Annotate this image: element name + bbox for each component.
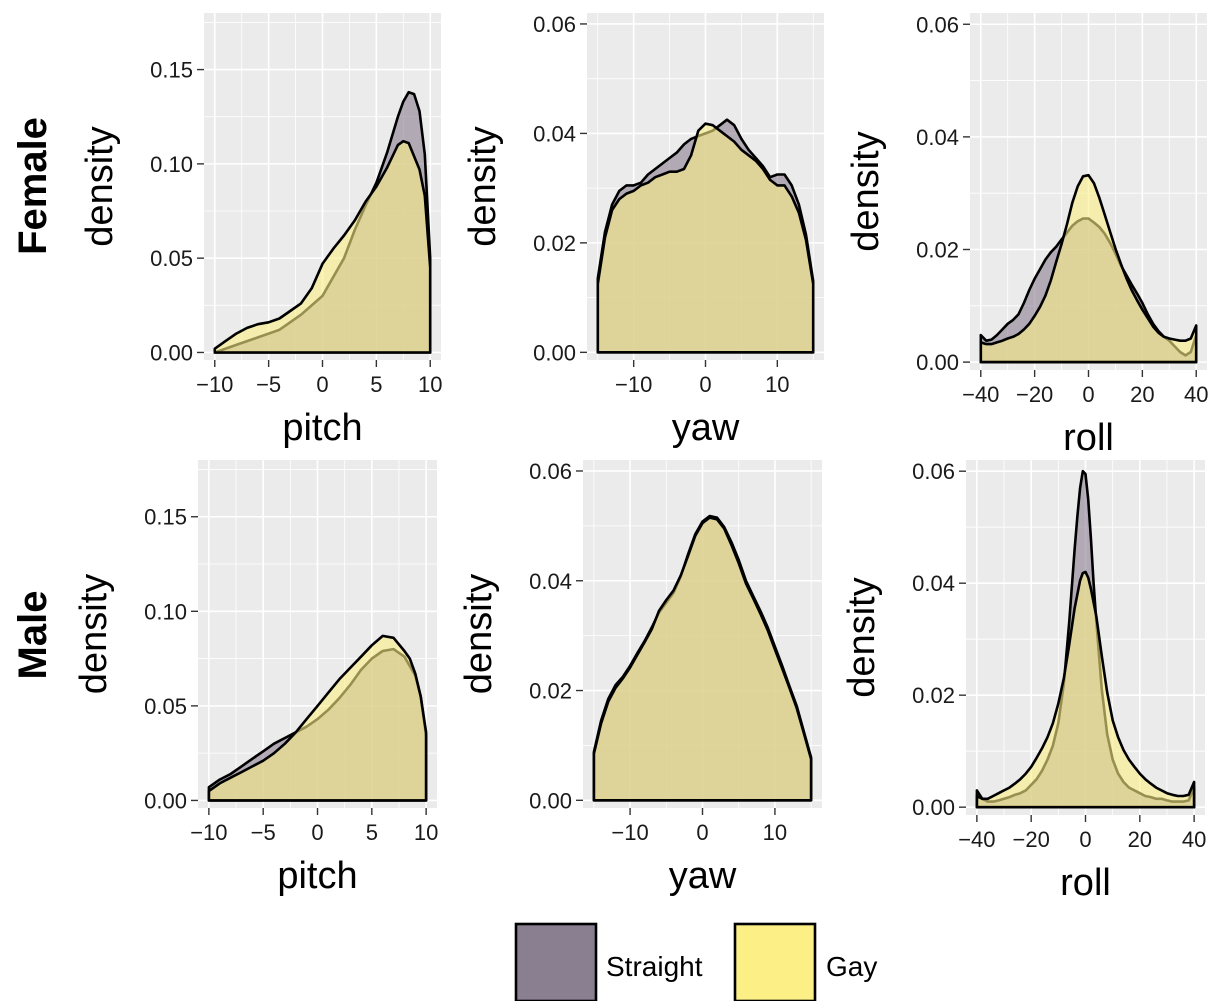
row-label-male: Male — [11, 591, 55, 680]
y-tick-label: 0.00 — [916, 350, 959, 375]
x-tick-label: −10 — [615, 372, 652, 397]
x-tick-label: 40 — [1184, 382, 1208, 407]
x-tick-label: −10 — [611, 820, 648, 845]
x-tick-label: −40 — [962, 382, 999, 407]
y-tick-label: 0.00 — [912, 795, 955, 820]
y-tick-label: 0.06 — [916, 12, 959, 37]
x-tick-label: −20 — [1013, 827, 1050, 852]
x-tick-label: 0 — [696, 820, 708, 845]
panel-male-yaw: −10 0 10 0.00 0.02 0.04 0.06 yaw density — [458, 459, 822, 897]
legend-key-straight — [514, 922, 598, 1001]
y-axis-title: density — [458, 574, 500, 694]
panel-female-yaw: −10 0 10 0.00 0.02 0.04 0.06 yaw density — [462, 12, 824, 449]
density-area-gay — [592, 516, 813, 802]
x-tick-label: −5 — [251, 820, 276, 845]
density-area-gay — [596, 122, 815, 354]
y-tick-label: 0.02 — [529, 679, 572, 704]
row-label-female: Female — [11, 117, 55, 255]
x-tick-label: 40 — [1182, 827, 1206, 852]
panel-female-pitch: −10 −5 0 5 10 0.00 0.05 0.10 0.15 pitch density — [79, 13, 442, 449]
x-tick-label: 0 — [316, 372, 328, 397]
y-axis-title: density — [462, 126, 504, 246]
x-tick-label: −5 — [256, 372, 281, 397]
panel-female-roll: −40 −20 0 20 40 0.00 0.02 0.04 0.06 roll density — [845, 12, 1208, 459]
y-tick-label: 0.04 — [529, 569, 572, 594]
y-axis-title: density — [79, 126, 121, 246]
x-axis-title: yaw — [672, 407, 740, 449]
x-axis-title: yaw — [669, 855, 737, 897]
x-tick-label: 0 — [699, 372, 711, 397]
x-axis-title: roll — [1063, 417, 1114, 459]
y-tick-label: 0.05 — [144, 694, 187, 719]
legend-label-gay: Gay — [826, 951, 877, 982]
x-tick-label: 10 — [765, 372, 789, 397]
y-tick-label: 0.04 — [916, 125, 959, 150]
x-axis-title: roll — [1060, 862, 1111, 904]
x-tick-label: 0 — [311, 820, 323, 845]
panel-male-pitch: −10 −5 0 5 10 0.00 0.05 0.10 0.15 pitch density — [73, 460, 438, 897]
y-tick-label: 0.06 — [529, 459, 572, 484]
x-tick-label: 0 — [1082, 382, 1094, 407]
x-tick-label: −10 — [196, 372, 233, 397]
x-tick-label: 20 — [1128, 827, 1152, 852]
x-axis-title: pitch — [282, 407, 362, 449]
x-tick-label: 5 — [366, 820, 378, 845]
x-tick-label: 10 — [418, 372, 442, 397]
density-area-gay — [979, 173, 1198, 364]
y-tick-label: 0.15 — [144, 505, 187, 530]
y-tick-label: 0.06 — [912, 459, 955, 484]
density-area-gay — [213, 139, 432, 354]
legend: Straight Gay — [514, 922, 877, 1001]
panels: −10 −5 0 5 100.000.050.100.15pitchdensity−10… — [73, 12, 1208, 904]
y-axis-title: density — [845, 131, 887, 251]
x-tick-label: −40 — [958, 827, 995, 852]
x-tick-label: 20 — [1130, 382, 1154, 407]
y-tick-label: 0.04 — [912, 571, 955, 596]
y-tick-label: 0.02 — [912, 683, 955, 708]
y-tick-label: 0.02 — [533, 231, 576, 256]
y-tick-label: 0.15 — [150, 58, 193, 83]
legend-label-straight: Straight — [606, 951, 703, 982]
y-tick-label: 0.00 — [144, 788, 187, 813]
legend-key-gay — [733, 922, 817, 1001]
x-axis-title: pitch — [277, 855, 357, 897]
density-area-gay — [975, 570, 1196, 809]
y-axis-title: density — [841, 577, 883, 697]
x-tick-label: 5 — [370, 372, 382, 397]
x-tick-label: 10 — [414, 820, 438, 845]
density-area-gay — [207, 634, 428, 802]
y-tick-label: 0.10 — [144, 599, 187, 624]
x-tick-label: −10 — [190, 820, 227, 845]
y-tick-label: 0.00 — [533, 340, 576, 365]
x-tick-label: 10 — [763, 820, 787, 845]
y-tick-label: 0.06 — [533, 12, 576, 37]
panel-male-roll: −40 −20 0 20 40 0.00 0.02 0.04 0.06 roll density — [841, 459, 1206, 904]
y-tick-label: 0.10 — [150, 152, 193, 177]
y-tick-label: 0.05 — [150, 246, 193, 271]
y-tick-label: 0.00 — [150, 340, 193, 365]
y-tick-label: 0.02 — [916, 237, 959, 262]
x-tick-label: −20 — [1016, 382, 1053, 407]
y-tick-label: 0.00 — [529, 788, 572, 813]
y-tick-label: 0.04 — [533, 121, 576, 146]
x-tick-label: 0 — [1079, 827, 1091, 852]
y-axis-title: density — [73, 574, 115, 694]
